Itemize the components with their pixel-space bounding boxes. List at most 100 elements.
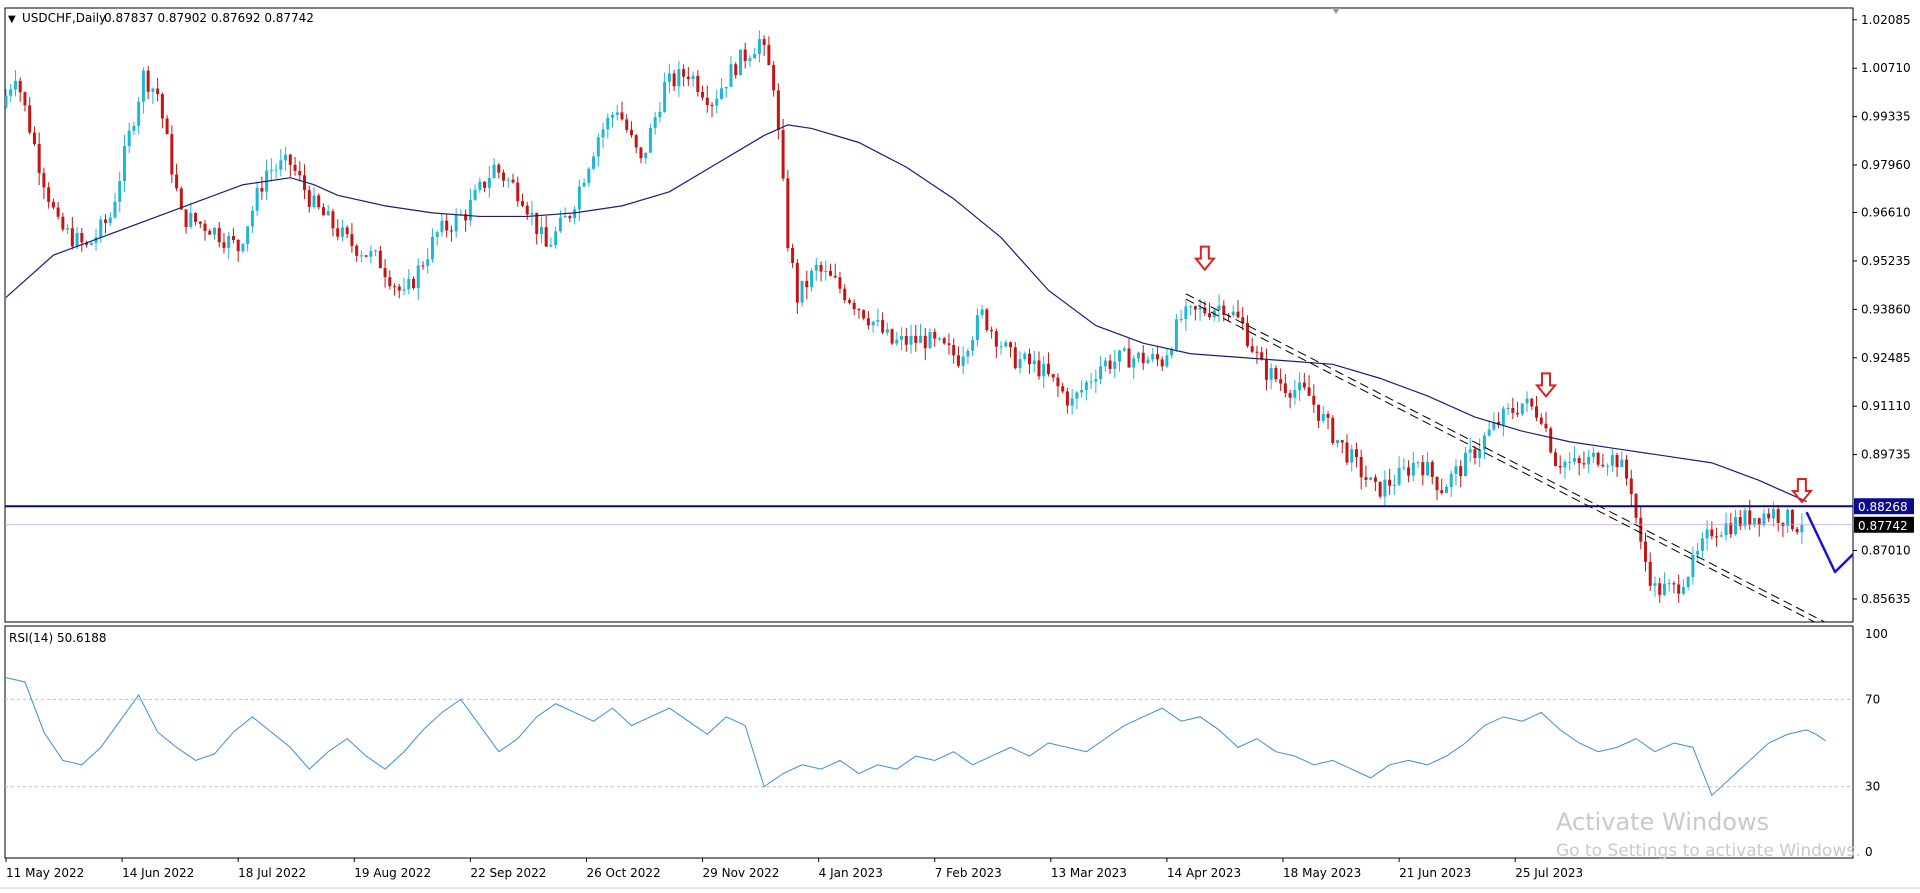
- candle-body: [753, 53, 757, 59]
- candle-body: [1719, 535, 1723, 537]
- candle-body: [786, 178, 790, 248]
- candle-body: [1165, 355, 1169, 367]
- candle-body: [1639, 517, 1643, 542]
- candle-body: [833, 275, 837, 278]
- candle-body: [1454, 466, 1458, 474]
- candle-body: [705, 97, 709, 106]
- candle-body: [497, 164, 501, 173]
- candle-body: [772, 65, 776, 91]
- candle-body: [999, 346, 1003, 348]
- candle-body: [331, 211, 335, 229]
- candle-body: [1691, 554, 1695, 578]
- down-arrow-icon: [1534, 372, 1558, 398]
- candle-body: [170, 134, 174, 175]
- candle-body: [1402, 467, 1406, 469]
- candle-body: [279, 160, 283, 170]
- candle-body: [1369, 477, 1373, 480]
- current-price-label: 0.87742: [1858, 519, 1908, 533]
- candle-body: [1179, 319, 1183, 321]
- candle-body: [838, 277, 842, 289]
- candle-body: [573, 209, 577, 219]
- candle-body: [1075, 392, 1079, 399]
- candle-body: [1771, 509, 1775, 519]
- candle-body: [1336, 440, 1340, 444]
- candle-body: [1468, 449, 1472, 453]
- candle-body: [141, 70, 145, 102]
- candle-body: [1667, 583, 1671, 585]
- candle-body: [1070, 398, 1074, 406]
- candle-body: [1321, 414, 1325, 421]
- candle-body: [321, 207, 325, 216]
- candle-body: [1018, 359, 1022, 369]
- candle-body: [1198, 307, 1202, 310]
- price-tick-label: 1.00710: [1861, 61, 1911, 75]
- candle-body: [336, 228, 340, 237]
- candle-body: [1525, 398, 1529, 404]
- candle-body: [847, 300, 851, 303]
- candle-body: [1037, 360, 1041, 377]
- candle-body: [805, 280, 809, 288]
- candle-body: [317, 195, 321, 208]
- candle-body: [1440, 490, 1444, 493]
- rsi-tick-label: 30: [1865, 780, 1880, 794]
- candle-body: [1681, 587, 1685, 594]
- time-tick-label: 18 Jul 2022: [238, 866, 306, 880]
- candle-body: [985, 309, 989, 330]
- dashed-trendline[interactable]: [1185, 298, 1830, 630]
- candle-body: [885, 329, 889, 333]
- candle-body: [298, 170, 302, 176]
- candle-body: [919, 335, 923, 343]
- candle-body: [70, 228, 74, 247]
- projection-path[interactable]: [1805, 511, 1892, 579]
- candle-body: [1463, 452, 1467, 477]
- candle-body: [810, 270, 814, 288]
- candle-body: [502, 172, 506, 181]
- candle-body: [862, 310, 866, 319]
- candle-body: [487, 177, 491, 188]
- candle-body: [345, 227, 349, 235]
- price-tick-label: 0.96610: [1861, 206, 1911, 220]
- price-tick-label: 0.93860: [1861, 302, 1911, 316]
- candle-body: [1762, 513, 1766, 525]
- candle-body: [1146, 359, 1150, 364]
- candle-body: [269, 170, 273, 172]
- candle-body: [975, 314, 979, 340]
- candle-body: [857, 309, 861, 311]
- candle-body: [208, 230, 212, 235]
- candle-body: [1023, 353, 1027, 360]
- dashed-trendline[interactable]: [1185, 293, 1830, 625]
- candle-body: [672, 73, 676, 87]
- candle-body: [1511, 408, 1515, 413]
- candle-body: [658, 111, 662, 118]
- candle-body: [625, 119, 629, 130]
- candle-body: [592, 156, 596, 169]
- candle-body: [942, 338, 946, 344]
- candle-body: [881, 320, 885, 333]
- candle-body: [388, 277, 392, 287]
- candle-body: [606, 117, 610, 130]
- candle-body: [146, 70, 150, 92]
- candle-body: [923, 335, 927, 349]
- collapse-arrow-icon[interactable]: ▼: [8, 14, 16, 25]
- price-tick-label: 0.91110: [1861, 399, 1911, 413]
- candle-body: [729, 64, 733, 87]
- candle-body: [473, 189, 477, 200]
- candle-body: [757, 39, 761, 54]
- candle-body: [1397, 468, 1401, 485]
- candle-body: [876, 320, 880, 322]
- candle-body: [800, 280, 804, 303]
- candle-body: [1241, 317, 1245, 323]
- candle-body: [1051, 374, 1055, 378]
- candle-body: [1601, 464, 1605, 467]
- candle-body: [1046, 363, 1050, 375]
- candle-body: [1364, 477, 1368, 480]
- candle-body: [350, 234, 354, 246]
- candle-body: [445, 220, 449, 231]
- candle-body: [156, 88, 160, 95]
- candle-body: [137, 101, 141, 126]
- moving-average-line: [5, 124, 1807, 503]
- candle-body: [1696, 550, 1700, 555]
- price-tick-label: 0.89735: [1861, 448, 1911, 462]
- candle-body: [1653, 583, 1657, 586]
